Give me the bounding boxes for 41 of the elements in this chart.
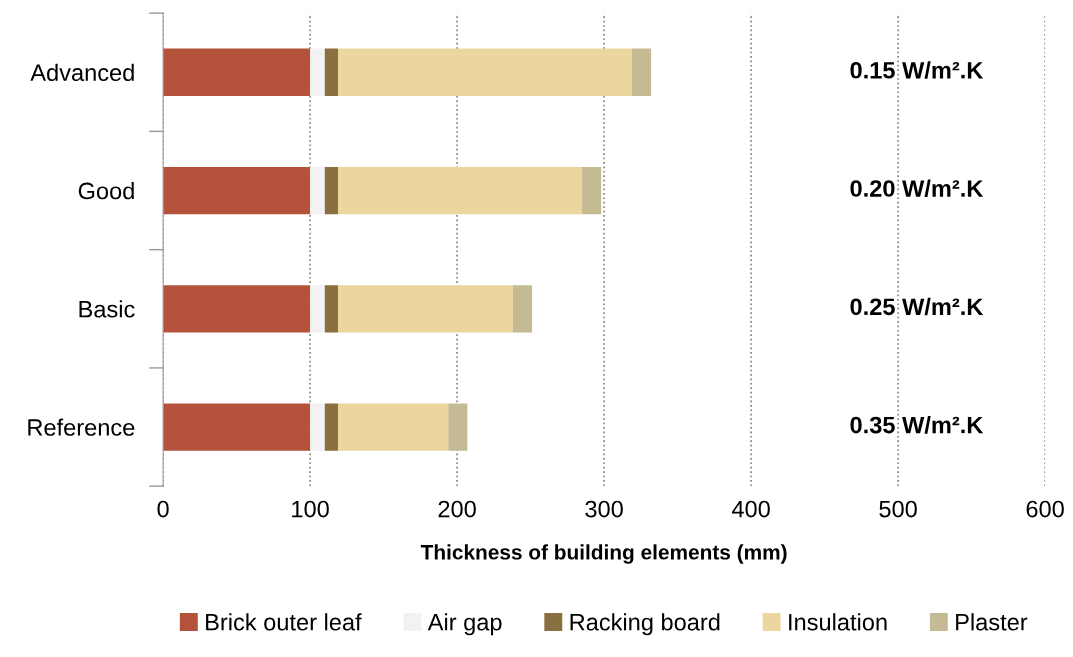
bar xyxy=(338,166,583,215)
bar xyxy=(163,403,311,451)
bar xyxy=(324,48,339,96)
bar xyxy=(632,48,652,96)
annotation: 0.35 W/m².K xyxy=(850,416,984,434)
x-tick-label: 200 xyxy=(438,500,476,518)
bar xyxy=(310,403,325,451)
bar xyxy=(324,285,339,333)
y-tick-label: Good xyxy=(78,181,134,200)
bar xyxy=(324,403,339,451)
bar xyxy=(448,403,468,451)
bar xyxy=(324,166,339,215)
x-tick-label: 100 xyxy=(292,500,329,518)
x-tick-label: 0 xyxy=(157,500,169,518)
bar xyxy=(582,166,602,215)
y-tick-label: Advanced xyxy=(30,63,134,82)
bar xyxy=(338,48,633,96)
bar xyxy=(163,48,311,96)
y-tick-label: Basic xyxy=(79,300,135,318)
x-tick-label: 600 xyxy=(1026,500,1064,518)
legend-label: Air gap xyxy=(427,613,502,636)
legend-label: Plaster xyxy=(956,613,1028,631)
bar xyxy=(310,285,325,333)
bar xyxy=(310,166,325,215)
bar xyxy=(338,403,449,451)
x-axis-title: Thickness of building elements (mm) xyxy=(420,544,787,564)
legend-label: Insulation xyxy=(789,613,887,631)
bar xyxy=(310,48,325,96)
bar xyxy=(163,166,311,215)
legend-label: Racking board xyxy=(570,613,720,636)
bar xyxy=(512,285,533,333)
annotation: 0.20 W/m².K xyxy=(850,179,984,198)
legend-label: Brick outer leaf xyxy=(206,613,362,631)
bar xyxy=(338,285,513,333)
x-tick-label: 500 xyxy=(879,500,917,518)
bar xyxy=(163,285,311,333)
y-tick-label: Reference xyxy=(28,418,135,436)
x-tick-label: 300 xyxy=(585,500,623,518)
x-tick-label: 400 xyxy=(731,500,770,518)
annotation: 0.15 W/m².K xyxy=(850,61,984,79)
annotation: 0.25 W/m².K xyxy=(850,297,984,316)
